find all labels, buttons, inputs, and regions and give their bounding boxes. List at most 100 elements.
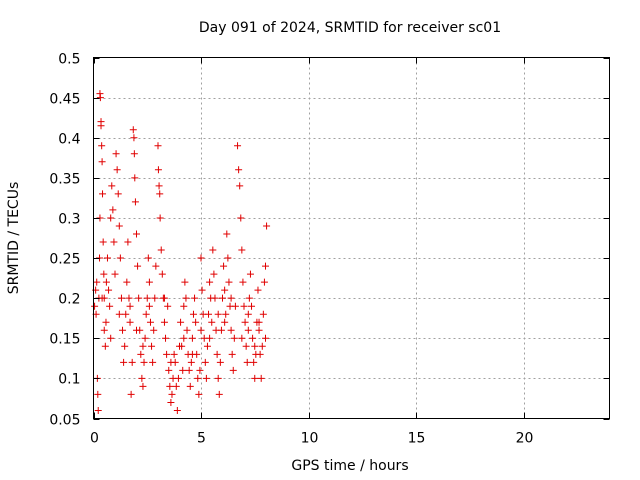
data-point — [229, 366, 237, 374]
data-point — [133, 230, 140, 238]
data-point — [102, 318, 110, 326]
data-point — [238, 246, 246, 254]
data-point — [234, 142, 242, 150]
data-point — [251, 374, 259, 382]
data-point — [117, 294, 125, 302]
data-point — [179, 366, 187, 374]
grid — [93, 57, 610, 419]
data-point — [240, 302, 248, 310]
data-point — [230, 334, 238, 342]
data-point — [209, 246, 217, 254]
data-point — [180, 334, 188, 342]
data-point — [211, 294, 219, 302]
data-point — [210, 270, 218, 278]
data-points — [91, 90, 271, 414]
data-point — [225, 278, 233, 286]
data-point — [259, 310, 267, 318]
data-point — [262, 334, 269, 342]
data-point — [243, 358, 251, 366]
data-point — [94, 406, 102, 414]
data-point — [130, 134, 138, 142]
data-point — [145, 278, 153, 286]
data-point — [98, 294, 106, 302]
data-point — [246, 270, 254, 278]
axis-ticks — [93, 57, 610, 420]
data-point — [178, 342, 186, 350]
data-point — [146, 318, 154, 326]
data-point — [251, 342, 259, 350]
data-point — [133, 326, 140, 334]
data-point — [112, 150, 120, 158]
data-point — [111, 270, 119, 278]
data-point — [156, 190, 164, 198]
data-point — [142, 310, 150, 318]
x-tick-label: 10 — [301, 431, 319, 447]
data-point — [262, 262, 269, 270]
data-point — [180, 302, 188, 310]
data-point — [231, 302, 239, 310]
data-point — [141, 334, 149, 342]
data-point — [148, 342, 156, 350]
data-point — [214, 374, 222, 382]
data-point — [164, 302, 172, 310]
data-point — [124, 238, 132, 246]
data-point — [255, 318, 263, 326]
data-point — [168, 390, 176, 398]
data-point — [185, 366, 193, 374]
data-point — [150, 326, 158, 334]
y-tick-label: 0.5 — [58, 52, 80, 68]
data-point — [158, 270, 166, 278]
data-point — [167, 358, 175, 366]
data-point — [244, 310, 252, 318]
data-point — [94, 390, 102, 398]
data-point — [263, 222, 271, 230]
data-point — [237, 214, 245, 222]
data-point — [167, 398, 175, 406]
data-point — [160, 294, 168, 302]
data-point — [236, 182, 244, 190]
data-point — [139, 342, 147, 350]
data-point — [119, 326, 127, 334]
data-point — [110, 238, 118, 246]
data-point — [121, 342, 129, 350]
data-point — [99, 238, 107, 246]
data-point — [166, 382, 174, 390]
data-point — [249, 334, 257, 342]
data-point — [135, 294, 143, 302]
data-point — [98, 158, 106, 166]
data-point — [102, 278, 110, 286]
data-point — [96, 94, 104, 102]
data-point — [163, 350, 171, 358]
data-point — [223, 230, 231, 238]
x-tick-label: 5 — [197, 431, 206, 447]
data-point — [106, 302, 114, 310]
data-point — [255, 326, 263, 334]
data-point — [172, 382, 180, 390]
data-point — [115, 222, 123, 230]
data-point — [105, 286, 113, 294]
x-tick-label: 20 — [516, 431, 534, 447]
data-point — [248, 302, 256, 310]
data-point — [221, 318, 229, 326]
data-point — [203, 342, 211, 350]
data-point — [214, 310, 222, 318]
data-point — [187, 358, 195, 366]
data-point — [98, 142, 106, 150]
data-point — [228, 350, 236, 358]
data-point — [101, 342, 109, 350]
data-point — [97, 122, 105, 130]
data-point — [107, 214, 115, 222]
data-point — [189, 310, 197, 318]
data-point — [186, 382, 194, 390]
data-point — [221, 286, 229, 294]
data-point — [256, 350, 264, 358]
data-point — [162, 334, 170, 342]
data-point — [181, 278, 189, 286]
data-point — [258, 342, 266, 350]
data-point — [219, 294, 226, 302]
y-tick-label: 0.25 — [49, 252, 80, 268]
y-tick-labels: 0.05 0.1 0.15 0.2 0.25 0.3 0.35 0.4 0.45 0.5 — [49, 52, 80, 429]
y-tick-label: 0.15 — [49, 332, 80, 348]
data-point — [216, 358, 224, 366]
